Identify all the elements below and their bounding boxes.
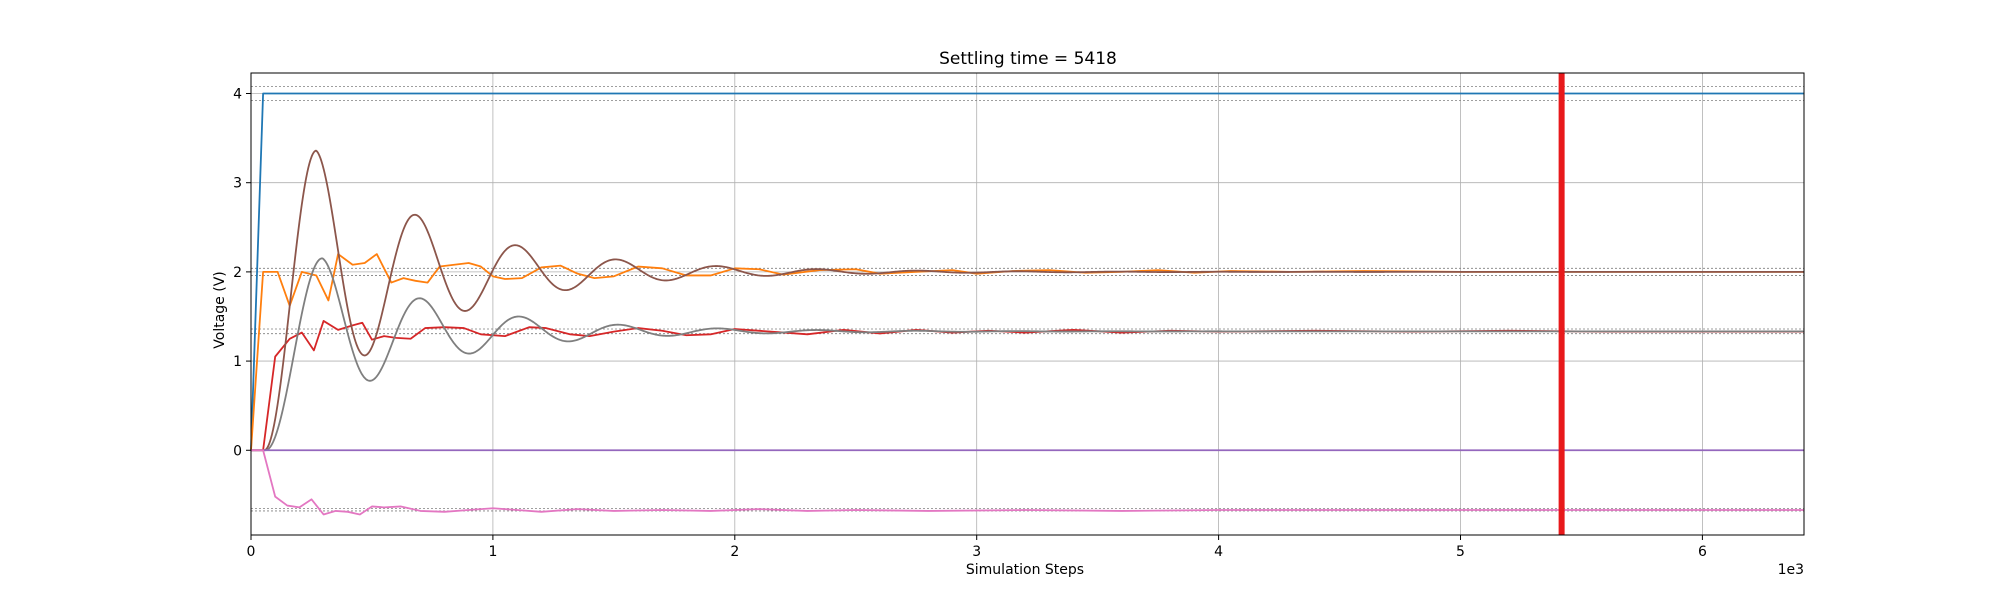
y-axis-label: Voltage (V) bbox=[212, 271, 228, 348]
y-tick-label: 1 bbox=[233, 354, 242, 370]
x-tick-label: 5 bbox=[1456, 544, 1465, 560]
y-tick-label: 2 bbox=[233, 265, 242, 281]
x-tick-label: 6 bbox=[1698, 544, 1707, 560]
x-tick-label: 1 bbox=[488, 544, 497, 560]
x-tick-label: 4 bbox=[1214, 544, 1223, 560]
y-tick-label: 0 bbox=[233, 443, 242, 459]
x-tick-label: 2 bbox=[730, 544, 739, 560]
y-axis-ticks: 0 1 2 3 4 bbox=[233, 87, 251, 459]
series-line bbox=[251, 149, 1804, 452]
series-line bbox=[250, 92, 1804, 451]
series-lines bbox=[250, 92, 1804, 516]
plot-frame bbox=[250, 72, 1805, 536]
plot-area bbox=[250, 72, 1805, 536]
series-line bbox=[251, 449, 1804, 516]
x-tick-label: 0 bbox=[247, 544, 256, 560]
x-tick-label: 3 bbox=[972, 544, 981, 560]
y-tick-label: 4 bbox=[233, 87, 242, 103]
x-axis-offset-label: 1e3 bbox=[1778, 562, 1804, 578]
series-line bbox=[251, 257, 1804, 452]
x-axis-label: Simulation Steps bbox=[966, 562, 1084, 578]
y-tick-label: 3 bbox=[233, 176, 242, 192]
chart-title: Settling time = 5418 bbox=[939, 49, 1117, 69]
x-axis-ticks: 0 1 2 3 4 5 6 bbox=[247, 535, 1707, 560]
